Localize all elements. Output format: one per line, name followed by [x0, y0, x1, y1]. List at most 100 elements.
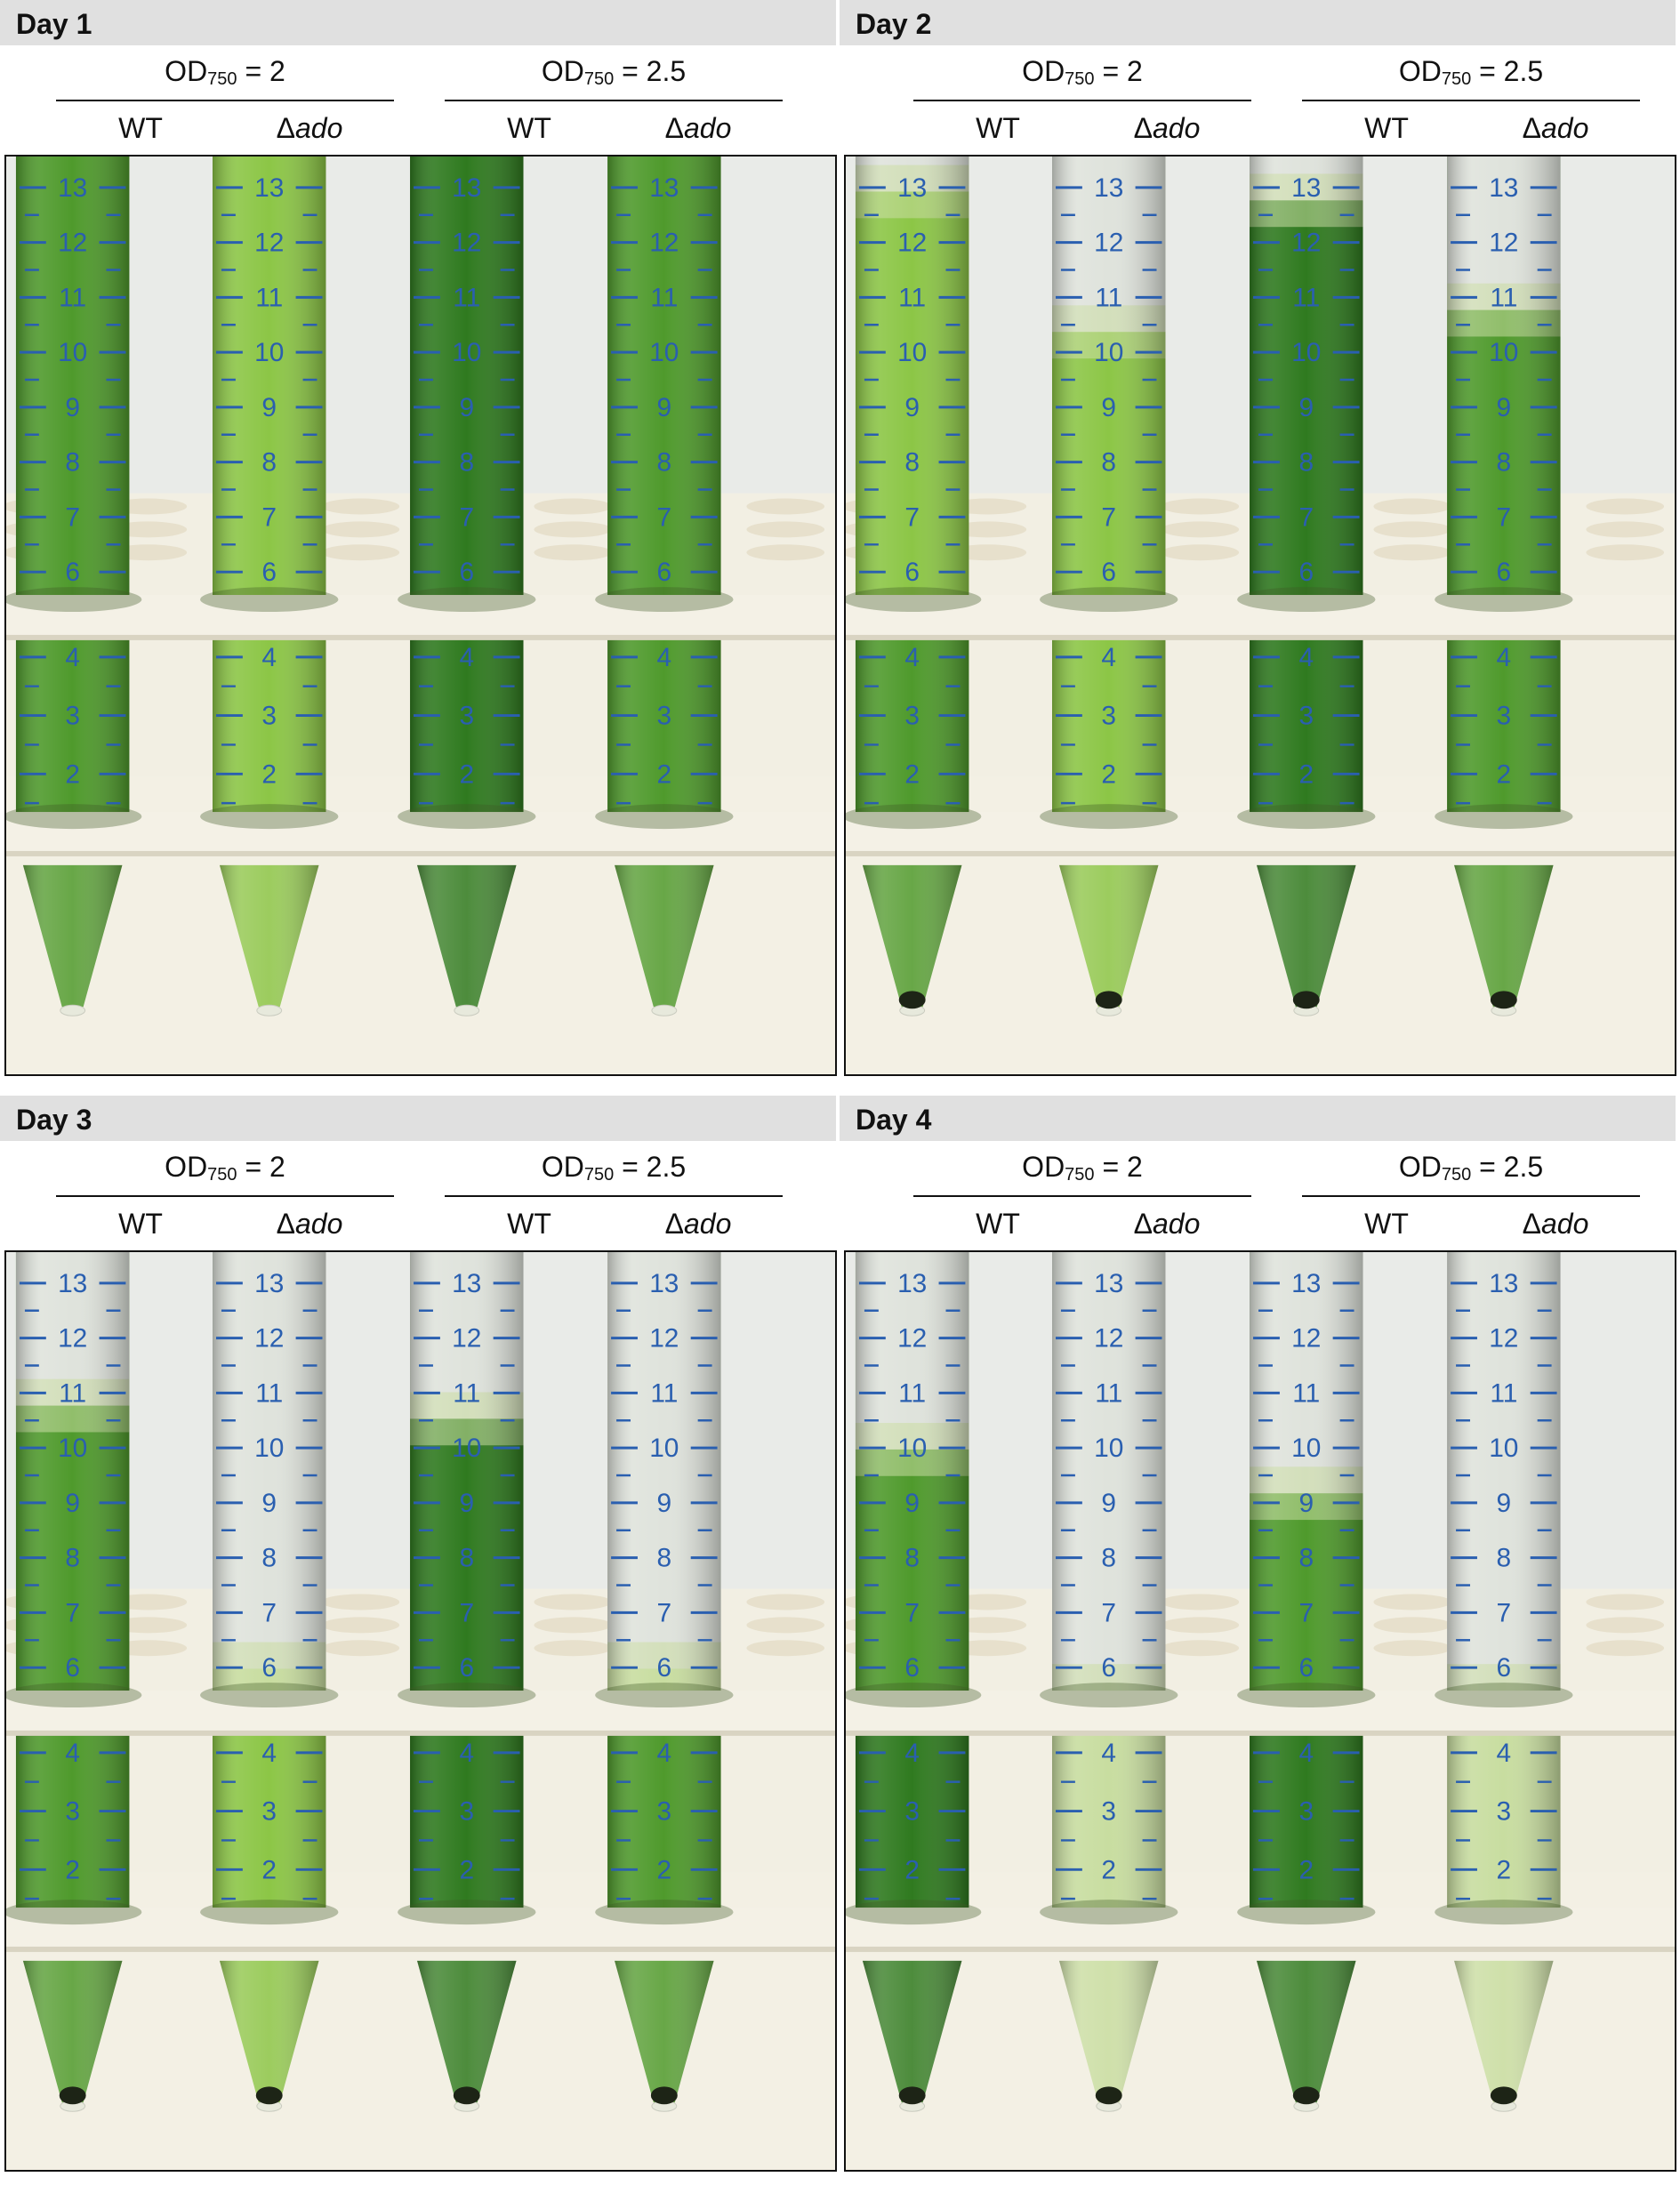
culture-tube: 13 12 11 10 9 8 7 6 4 3 2 [15, 157, 130, 1016]
scale-number: 4 [1101, 1739, 1116, 1768]
scale-number: 12 [452, 1324, 481, 1354]
od-underline [913, 100, 1251, 101]
scale-number: 6 [1497, 1653, 1512, 1683]
scale-number: 3 [657, 702, 672, 731]
scale-number: 8 [1497, 1544, 1512, 1573]
scale-number: 2 [261, 759, 277, 789]
scale-number: 13 [452, 173, 481, 203]
scale-number: 13 [1489, 1269, 1518, 1298]
od-label: OD750 = 2 [56, 55, 394, 90]
od-group: OD750 = 2 WT Δado [913, 55, 1251, 153]
od-group: OD750 = 2.5 WT Δado [1302, 55, 1640, 153]
scale-number: 8 [261, 1544, 277, 1573]
od-subscript: 750 [207, 69, 237, 89]
od-subscript: 750 [583, 1165, 615, 1185]
tube-photo-svg: 13 12 11 10 9 8 7 6 4 3 2 13 12 11 10 9 8 7 6 4 3 2 13 12 11 10 9 8… [6, 1252, 835, 2170]
mutant-label: Δado [1471, 112, 1640, 145]
scale-number: 13 [1094, 1269, 1123, 1298]
culture-tube: 13 12 11 10 9 8 7 6 4 3 2 [410, 1252, 524, 2112]
day-panel: Day 3 OD750 = 2 WT Δado OD750 = 2.5 WT Δado 13 1… [0, 1096, 837, 2175]
scale-number: 11 [1292, 1378, 1320, 1408]
scale-number: 12 [58, 229, 87, 258]
day-header-bar: Day 3 [0, 1096, 836, 1141]
od-base: OD [1022, 1151, 1065, 1183]
culture-tube: 13 12 11 10 9 8 7 6 4 3 2 [213, 157, 326, 1016]
od-group: OD750 = 2.5 WT Δado [445, 55, 783, 153]
mutant-label: Δado [614, 112, 783, 145]
rack-tier-upper [6, 1691, 835, 1735]
delta-symbol: Δ [1133, 112, 1153, 144]
scale-number: 10 [897, 1434, 927, 1463]
cell-pellet [898, 2086, 926, 2105]
od-group: OD750 = 2 WT Δado [913, 1151, 1251, 1249]
wt-label: WT [1364, 112, 1409, 144]
scale-number: 10 [254, 1434, 284, 1463]
wt-label: WT [507, 112, 551, 144]
scale-number: 11 [1292, 283, 1320, 312]
scale-number: 12 [897, 229, 927, 258]
cell-pellet [453, 2086, 480, 2105]
scale-number: 6 [1298, 558, 1314, 587]
od-subscript: 750 [207, 1165, 237, 1185]
delta-symbol: Δ [276, 112, 295, 144]
scale-number: 2 [1298, 1855, 1314, 1884]
scale-number: 11 [59, 283, 86, 312]
mutant-label: Δado [614, 1208, 783, 1241]
scale-number: 4 [65, 1739, 80, 1768]
scale-number: 7 [459, 1598, 474, 1627]
scale-number: 2 [459, 1855, 474, 1884]
scale-number: 2 [1497, 759, 1512, 789]
scale-number: 6 [261, 1653, 277, 1683]
tube-photo: 13 12 11 10 9 8 7 6 4 3 2 13 12 11 10 9 8 7 6 4 3 2 13 12 11 10 9 8… [844, 1250, 1676, 2172]
scale-number: 13 [1291, 1269, 1321, 1298]
scale-number: 2 [261, 1855, 277, 1884]
scale-number: 9 [261, 393, 277, 422]
scale-number: 9 [904, 1489, 920, 1518]
od-value: = 2.5 [614, 1151, 687, 1183]
tube-photo-svg: 13 12 11 10 9 8 7 6 4 3 2 13 12 11 10 9 8 7 6 4 3 2 13 12 11 10 9 8… [846, 1252, 1675, 2170]
od-value: = 2 [237, 1151, 285, 1183]
tube-photo: 13 12 11 10 9 8 7 6 4 3 2 13 12 11 10 9 8 7 6 4 3 2 13 12 11 10 9 8… [4, 155, 837, 1076]
scale-number: 11 [898, 283, 926, 312]
culture-tube: 13 12 11 10 9 8 7 6 4 3 2 [1250, 157, 1363, 1016]
scale-number: 4 [261, 643, 277, 672]
scale-number: 2 [657, 759, 672, 789]
scale-number: 9 [657, 393, 672, 422]
scale-number: 3 [459, 1797, 474, 1827]
cell-pellet [1490, 2086, 1517, 2105]
scale-number: 12 [58, 1324, 87, 1354]
scale-number: 12 [1094, 1324, 1123, 1354]
scale-number: 13 [1291, 173, 1321, 203]
scale-number: 9 [1298, 393, 1314, 422]
scale-number: 6 [261, 558, 277, 587]
scale-number: 7 [261, 502, 277, 532]
od-label: OD750 = 2.5 [445, 55, 783, 90]
scale-number: 8 [459, 1544, 474, 1573]
scale-number: 2 [65, 1855, 80, 1884]
scale-number: 13 [1489, 173, 1518, 203]
rack-tier-upper [6, 595, 835, 639]
cell-pellet [1292, 991, 1320, 1009]
rack-tier-upper [846, 595, 1675, 639]
od-group: OD750 = 2 WT Δado [56, 1151, 394, 1249]
scale-number: 8 [657, 448, 672, 478]
scale-number: 6 [1101, 1653, 1116, 1683]
scale-number: 12 [1489, 1324, 1518, 1354]
scale-number: 9 [459, 393, 474, 422]
delta-symbol: Δ [1133, 1208, 1153, 1240]
scale-number: 13 [452, 1269, 481, 1298]
scale-number: 9 [1101, 1489, 1116, 1518]
od-label: OD750 = 2 [913, 1151, 1251, 1185]
scale-number: 9 [1101, 393, 1116, 422]
scale-number: 8 [1298, 448, 1314, 478]
scale-number: 6 [904, 1653, 920, 1683]
scale-number: 8 [1101, 448, 1116, 478]
od-group: OD750 = 2.5 WT Δado [445, 1151, 783, 1249]
day-panel: Day 1 OD750 = 2 WT Δado OD750 = 2.5 WT Δado 13 1… [0, 0, 837, 1080]
scale-number: 13 [1094, 173, 1123, 203]
od-label: OD750 = 2.5 [1302, 1151, 1640, 1185]
day-title: Day 4 [856, 1104, 932, 1136]
cell-pellet [898, 991, 926, 1009]
scale-number: 11 [255, 1378, 283, 1408]
rack-tier-lower [846, 1908, 1675, 1950]
